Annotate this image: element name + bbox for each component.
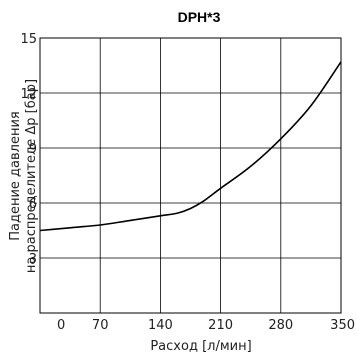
grid <box>39 37 342 313</box>
x-tick-label: 280 <box>268 318 293 333</box>
y-tick-label: 9 <box>29 142 37 157</box>
pressure-drop-curve <box>39 61 342 232</box>
y-axis-label: Падение давления на распределителе Δp [б… <box>8 79 39 273</box>
chart-title: DPH*3 <box>178 9 221 25</box>
y-axis-label-line-1: Падение давления <box>8 111 23 241</box>
y-tick-label: 3 <box>29 252 37 267</box>
x-tick-label: 350 <box>330 318 355 333</box>
y-tick-label: 12 <box>20 87 37 102</box>
y-tick-label: 15 <box>20 32 37 47</box>
y-tick-labels: 3 6 9 12 15 <box>20 32 37 267</box>
x-tick-label: 140 <box>148 318 173 333</box>
y-axis-label-line-2: на распределителе Δp [бар] <box>24 79 39 273</box>
x-axis-label: Расход [л/мин] <box>150 339 251 354</box>
plot-frame <box>39 37 342 314</box>
x-tick-label: 0 <box>57 318 65 333</box>
x-tick-label: 70 <box>92 318 109 333</box>
y-tick-label: 6 <box>29 197 37 212</box>
x-tick-labels: 0 70 140 210 280 350 <box>57 318 355 333</box>
x-tick-label: 210 <box>208 318 233 333</box>
